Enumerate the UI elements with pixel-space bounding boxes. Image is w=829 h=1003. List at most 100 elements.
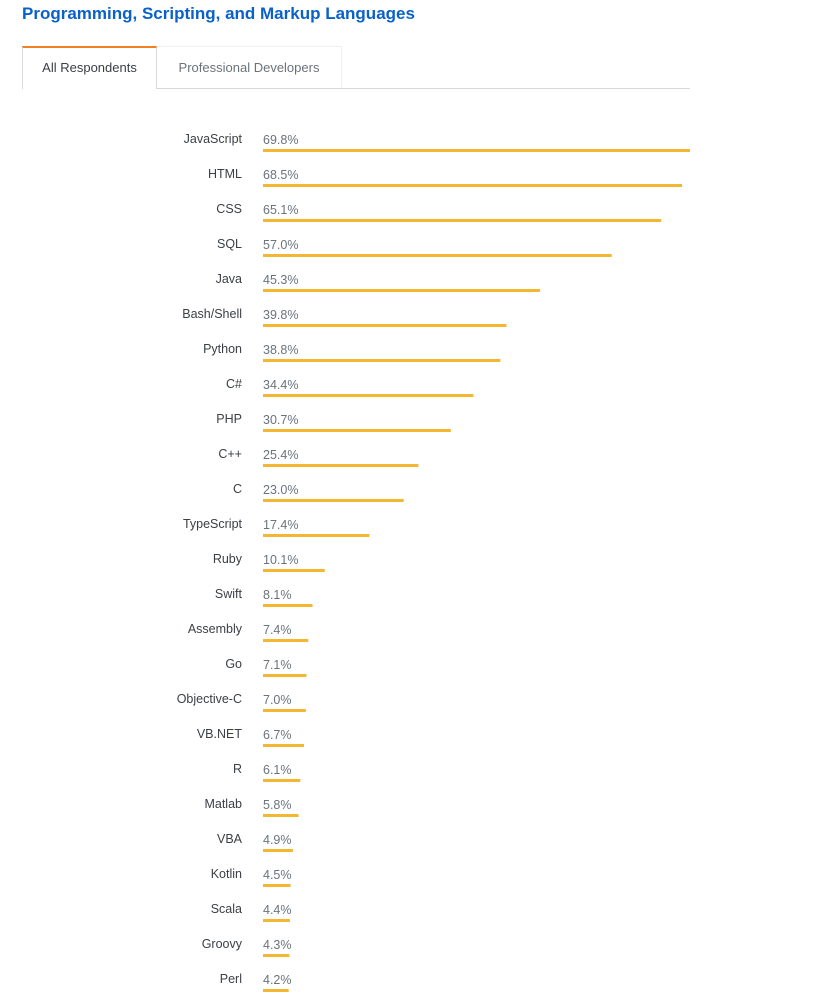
bar-row: Java 45.3% [216, 272, 541, 292]
category-label: C [233, 482, 242, 496]
category-label: CSS [216, 202, 242, 216]
category-label: Bash/Shell [182, 307, 242, 321]
bar-row: Bash/Shell 39.8% [182, 307, 507, 327]
bar-row: C++ 25.4% [218, 447, 419, 467]
value-label: 65.1% [263, 203, 298, 217]
value-label: 6.1% [263, 763, 292, 777]
bar [263, 184, 683, 187]
bar [263, 254, 612, 257]
category-label: C# [226, 377, 242, 391]
bar-row: Go 7.1% [225, 657, 307, 677]
bar [263, 569, 325, 572]
category-label: C++ [218, 447, 242, 461]
bar [263, 639, 309, 642]
category-label: VBA [217, 832, 243, 846]
bar [263, 604, 313, 607]
category-label: JavaScript [184, 132, 243, 146]
bar-row: TypeScript 17.4% [183, 517, 370, 537]
tab-all-respondents[interactable]: All Respondents [22, 46, 157, 89]
bar [263, 359, 501, 362]
bar-row: Ruby 10.1% [213, 552, 325, 572]
bar-row: SQL 57.0% [217, 237, 612, 257]
bar [263, 534, 370, 537]
category-label: HTML [208, 167, 242, 181]
category-label: Perl [220, 972, 242, 986]
bar-row: CSS 65.1% [216, 202, 662, 222]
bar-row: Perl 4.2% [220, 972, 292, 992]
value-label: 4.5% [263, 868, 292, 882]
category-label: Java [216, 272, 242, 286]
bar-row: Python 38.8% [203, 342, 501, 362]
category-label: Swift [215, 587, 243, 601]
value-label: 8.1% [263, 588, 292, 602]
bar-row: Objective-C 7.0% [177, 692, 306, 712]
value-label: 23.0% [263, 483, 298, 497]
category-label: Objective-C [177, 692, 242, 706]
value-label: 30.7% [263, 413, 298, 427]
value-label: 39.8% [263, 308, 298, 322]
value-label: 4.4% [263, 903, 292, 917]
value-label: 4.3% [263, 938, 292, 952]
category-label: SQL [217, 237, 242, 251]
category-label: Ruby [213, 552, 243, 566]
value-label: 25.4% [263, 448, 298, 462]
value-label: 5.8% [263, 798, 292, 812]
category-label: VB.NET [197, 727, 243, 741]
bar [263, 814, 299, 817]
bar [263, 779, 301, 782]
bar-row: PHP 30.7% [216, 412, 451, 432]
category-label: R [233, 762, 242, 776]
bar [263, 289, 541, 292]
category-label: PHP [216, 412, 242, 426]
bar-row: HTML 68.5% [208, 167, 683, 187]
value-label: 38.8% [263, 343, 298, 357]
value-label: 34.4% [263, 378, 298, 392]
bar [263, 499, 404, 502]
value-label: 68.5% [263, 168, 298, 182]
bar [263, 954, 290, 957]
tab-professional-developers[interactable]: Professional Developers [157, 46, 342, 88]
bar [263, 849, 293, 852]
bar [263, 219, 662, 222]
bar [263, 429, 451, 432]
value-label: 10.1% [263, 553, 298, 567]
bar-row: Groovy 4.3% [202, 937, 292, 957]
bar-row: Swift 8.1% [215, 587, 313, 607]
value-label: 17.4% [263, 518, 298, 532]
bar-row: C 23.0% [233, 482, 404, 502]
bar [263, 989, 289, 992]
value-label: 45.3% [263, 273, 298, 287]
bar-row: Matlab 5.8% [204, 797, 299, 817]
bar [263, 709, 306, 712]
bar-row: R 6.1% [233, 762, 301, 782]
category-label: Groovy [202, 937, 243, 951]
tab-bar: All Respondents Professional Developers [22, 46, 690, 89]
category-label: Scala [211, 902, 242, 916]
bar [263, 674, 307, 677]
bar [263, 149, 690, 152]
category-label: Kotlin [211, 867, 242, 881]
bar [263, 919, 290, 922]
bar-row: VB.NET 6.7% [197, 727, 304, 747]
bar [263, 324, 507, 327]
value-label: 7.1% [263, 658, 292, 672]
category-label: Go [225, 657, 242, 671]
bar [263, 884, 291, 887]
category-label: Matlab [204, 797, 242, 811]
bar-row: C# 34.4% [226, 377, 474, 397]
category-label: Python [203, 342, 242, 356]
bar-row: Scala 4.4% [211, 902, 292, 922]
page-title: Programming, Scripting, and Markup Langu… [22, 4, 415, 23]
value-label: 7.4% [263, 623, 292, 637]
bar [263, 464, 419, 467]
bar [263, 394, 474, 397]
bar-row: JavaScript 69.8% [184, 132, 690, 152]
bar [263, 744, 304, 747]
bar-row: VBA 4.9% [217, 832, 293, 852]
value-label: 69.8% [263, 133, 298, 147]
category-label: Assembly [188, 622, 243, 636]
value-label: 4.9% [263, 833, 292, 847]
bar-row: Kotlin 4.5% [211, 867, 292, 887]
category-label: TypeScript [183, 517, 243, 531]
